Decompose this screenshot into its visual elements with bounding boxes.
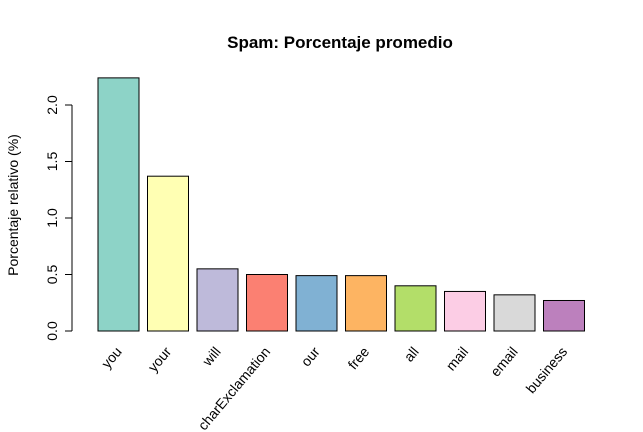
bar-your [147, 175, 189, 332]
bar-business [543, 299, 585, 332]
bar-email [493, 294, 536, 332]
bars [97, 77, 585, 332]
category-label: business [523, 344, 571, 397]
y-tick-label: 1.5 [44, 152, 60, 172]
category-label: mail [443, 344, 472, 374]
bar-you [97, 77, 140, 332]
chart-title: Spam: Porcentaje promedio [227, 33, 453, 52]
y-tick-label: 1.0 [44, 208, 60, 228]
bar-mail [444, 290, 486, 332]
category-label: you [98, 344, 125, 372]
y-tick-label: 2.0 [44, 95, 60, 115]
category-label: your [145, 343, 175, 374]
y-axis: 0.0 0.5 1.0 1.5 2.0 [44, 95, 73, 341]
category-label: will [198, 344, 223, 370]
y-axis-label: Porcentaje relativo (%) [5, 134, 21, 276]
y-tick-label: 0.0 [44, 321, 60, 341]
category-label: all [401, 344, 422, 365]
category-label: email [487, 344, 521, 380]
category-label: free [345, 343, 373, 372]
bar-all [394, 285, 437, 332]
bar-free [345, 275, 387, 332]
bar-our [295, 275, 338, 332]
category-label: our [298, 343, 323, 369]
y-tick-label: 0.5 [44, 265, 60, 285]
bar-charExclamation [246, 274, 288, 332]
bar-will [196, 268, 239, 332]
